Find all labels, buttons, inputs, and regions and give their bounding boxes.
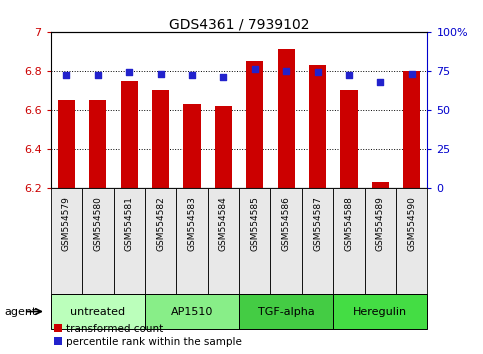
Point xyxy=(314,69,322,75)
Bar xyxy=(89,100,106,188)
Bar xyxy=(215,106,232,188)
Text: GSM554582: GSM554582 xyxy=(156,196,165,251)
Text: TGF-alpha: TGF-alpha xyxy=(258,307,314,316)
Text: GSM554586: GSM554586 xyxy=(282,196,291,251)
Point xyxy=(282,68,290,74)
Point xyxy=(219,74,227,80)
Bar xyxy=(121,81,138,188)
FancyBboxPatch shape xyxy=(333,294,427,329)
FancyBboxPatch shape xyxy=(208,188,239,294)
Text: GSM554590: GSM554590 xyxy=(407,196,416,251)
FancyBboxPatch shape xyxy=(239,294,333,329)
FancyBboxPatch shape xyxy=(239,188,270,294)
FancyBboxPatch shape xyxy=(270,188,302,294)
Bar xyxy=(341,90,357,188)
Bar xyxy=(246,61,263,188)
Text: GSM554579: GSM554579 xyxy=(62,196,71,251)
Text: GSM554580: GSM554580 xyxy=(93,196,102,251)
FancyBboxPatch shape xyxy=(51,294,145,329)
Point xyxy=(63,73,71,78)
FancyBboxPatch shape xyxy=(145,294,239,329)
Bar xyxy=(184,104,200,188)
FancyBboxPatch shape xyxy=(302,188,333,294)
Text: GSM554583: GSM554583 xyxy=(187,196,197,251)
Bar xyxy=(372,182,389,188)
Point xyxy=(126,69,133,75)
FancyBboxPatch shape xyxy=(396,188,427,294)
FancyBboxPatch shape xyxy=(114,188,145,294)
FancyBboxPatch shape xyxy=(145,188,176,294)
Point xyxy=(345,73,353,78)
Point xyxy=(251,67,259,72)
Point xyxy=(408,71,415,77)
Text: GDS4361 / 7939102: GDS4361 / 7939102 xyxy=(169,18,309,32)
Point xyxy=(156,71,164,77)
Bar xyxy=(152,90,169,188)
FancyBboxPatch shape xyxy=(176,188,208,294)
Text: untreated: untreated xyxy=(70,307,126,316)
FancyBboxPatch shape xyxy=(365,188,396,294)
Text: Heregulin: Heregulin xyxy=(353,307,408,316)
Bar xyxy=(309,65,326,188)
Text: GSM554585: GSM554585 xyxy=(250,196,259,251)
Text: GSM554581: GSM554581 xyxy=(125,196,134,251)
Point xyxy=(188,73,196,78)
Point xyxy=(377,79,384,85)
Bar xyxy=(58,100,75,188)
Text: agent: agent xyxy=(5,307,37,316)
Bar xyxy=(403,71,420,188)
FancyBboxPatch shape xyxy=(82,188,114,294)
Point xyxy=(94,73,101,78)
FancyBboxPatch shape xyxy=(333,188,365,294)
Text: GSM554584: GSM554584 xyxy=(219,196,228,251)
FancyBboxPatch shape xyxy=(51,188,82,294)
Text: AP1510: AP1510 xyxy=(171,307,213,316)
Bar xyxy=(278,50,295,188)
Text: GSM554587: GSM554587 xyxy=(313,196,322,251)
Text: GSM554589: GSM554589 xyxy=(376,196,385,251)
Legend: transformed count, percentile rank within the sample: transformed count, percentile rank withi… xyxy=(54,324,242,347)
Text: GSM554588: GSM554588 xyxy=(344,196,354,251)
